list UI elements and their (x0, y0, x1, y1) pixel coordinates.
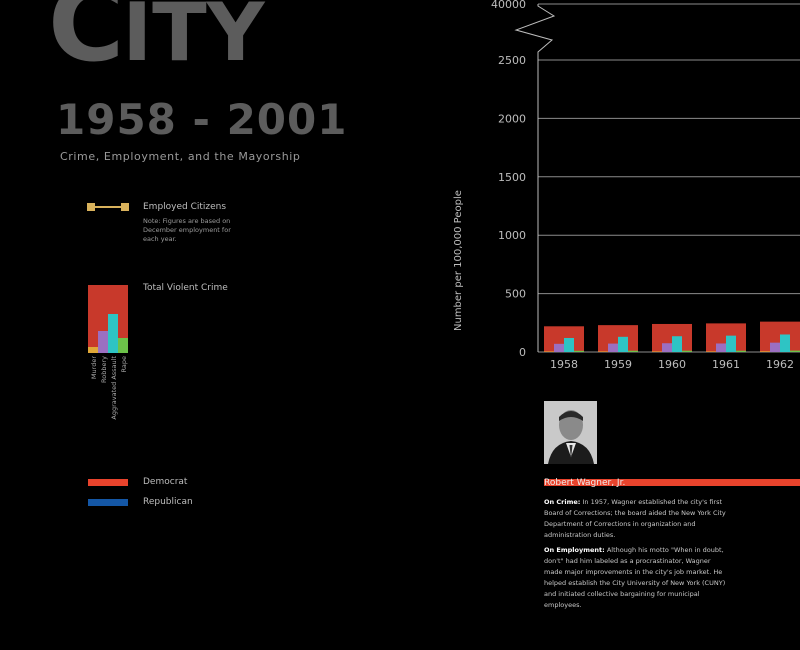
legend-murder-bar (88, 347, 98, 353)
y-tick-label-1000: 1000 (498, 229, 526, 242)
democrat-label: Democrat (143, 477, 188, 487)
crime-type-labels: Murder Robbery Aggravated Assault Rape (90, 356, 128, 420)
rape-label: Rape (120, 356, 128, 372)
employment-heading: On Employment: (544, 546, 605, 554)
democrat-swatch (88, 479, 128, 486)
y-axis-label: Number per 100,000 People (453, 190, 464, 331)
employed-legend-note: Note: Figures are based on December empl… (143, 217, 231, 243)
y-tick-label-2000: 2000 (498, 112, 526, 125)
aggravated-assault-bar-1959 (618, 336, 628, 352)
republican-label: Republican (143, 497, 193, 507)
year-range-title: 1958 - 2001 (56, 95, 348, 144)
rape-bar-1961 (736, 350, 746, 352)
violent-crime-legend-icon (88, 285, 128, 353)
employed-legend-marker-right (121, 203, 129, 211)
page-title: CITY (48, 0, 265, 85)
crime-chart: 0 500 1000 1500 2000 2500 40000 1958 1959 1960 196… (491, 0, 800, 371)
murder-bar-1962 (760, 351, 770, 352)
mayor-portrait (544, 401, 597, 464)
x-tick-label-1958: 1958 (550, 358, 578, 371)
robbery-label: Robbery (100, 356, 108, 383)
republican-swatch (88, 499, 128, 506)
murder-bar-1960 (652, 351, 662, 352)
aggravated-assault-bar-1961 (726, 335, 736, 352)
rape-bar-1958 (574, 350, 584, 352)
x-tick-label-1961: 1961 (712, 358, 740, 371)
mayor-crime-text: On Crime: In 1957, Wagner established th… (544, 497, 729, 541)
rape-bar-1960 (682, 350, 692, 352)
employed-legend-icon (87, 203, 129, 211)
x-tick-label-1960: 1960 (658, 358, 686, 371)
x-tick-label-1962: 1962 (766, 358, 794, 371)
aggravated-assault-label: Aggravated Assault (110, 356, 118, 420)
rape-bar-1962 (790, 350, 800, 352)
y-tick-label-0: 0 (519, 346, 526, 359)
mayor-employment-text: On Employment: Although his motto "When … (544, 545, 729, 611)
legend-assault-bar (108, 314, 118, 353)
employed-legend-marker-left (87, 203, 95, 211)
y-tick-label-500: 500 (505, 288, 526, 301)
y-axis-line-with-break (514, 4, 556, 352)
crime-heading: On Crime: (544, 498, 581, 506)
legend-rape-bar (118, 338, 128, 353)
murder-bar-1958 (544, 351, 554, 352)
legend-robbery-bar (98, 331, 108, 353)
rape-bar-1959 (628, 350, 638, 352)
robbery-bar-1962 (770, 342, 780, 352)
y-tick-label-break: 40000 (491, 0, 526, 11)
aggravated-assault-bar-1958 (564, 337, 574, 352)
x-tick-label-1959: 1959 (604, 358, 632, 371)
robbery-bar-1959 (608, 343, 618, 352)
robbery-bar-1958 (554, 343, 564, 352)
employed-legend-label: Employed Citizens (143, 202, 227, 212)
murder-bar-1961 (706, 351, 716, 352)
y-tick-label-1500: 1500 (498, 171, 526, 184)
crime-body: In 1957, Wagner established the city's f… (544, 498, 726, 539)
page-subtitle: Crime, Employment, and the Mayorship (60, 150, 301, 163)
mayor-party-bar (544, 479, 800, 486)
aggravated-assault-bar-1960 (672, 336, 682, 352)
violent-crime-legend-label: Total Violent Crime (143, 283, 228, 293)
y-tick-label-2500: 2500 (498, 54, 526, 67)
mayor-name: Robert Wagner, Jr. (544, 478, 626, 488)
murder-label: Murder (90, 356, 98, 379)
employment-body: Although his motto "When in doubt, don't… (544, 546, 726, 609)
murder-bar-1959 (598, 351, 608, 352)
robbery-bar-1960 (662, 343, 672, 352)
robbery-bar-1961 (716, 343, 726, 352)
aggravated-assault-bar-1962 (780, 334, 790, 352)
